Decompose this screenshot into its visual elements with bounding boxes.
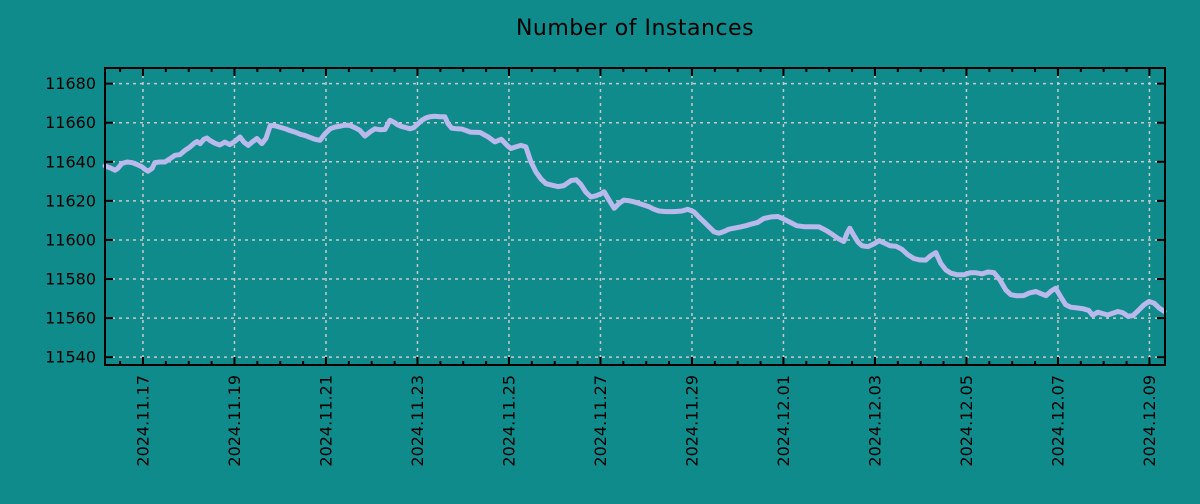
x-tick-label: 2024.11.21 — [316, 375, 335, 467]
x-axis-labels: 2024.11.17 2024.11.19 2024.11.21 2024.11.23… — [133, 375, 1158, 467]
x-tick-label: 2024.12.07 — [1048, 375, 1067, 467]
x-tick-label: 2024.12.09 — [1140, 375, 1159, 467]
y-tick-label: 11660 — [45, 113, 96, 132]
y-tick-label: 11560 — [45, 309, 96, 328]
y-tick-label: 11640 — [45, 152, 96, 171]
series-line-instances — [102, 113, 1167, 319]
x-tick-label: 2024.11.23 — [408, 375, 427, 467]
grid-lines — [105, 68, 1165, 365]
x-tick-label: 2024.12.05 — [957, 375, 976, 467]
y-tick-label: 11580 — [45, 270, 96, 289]
axis-frame — [104, 67, 1166, 366]
x-tick-label: 2024.12.01 — [774, 375, 793, 467]
x-tick-label: 2024.11.17 — [133, 375, 152, 467]
y-tick-label: 11600 — [45, 230, 96, 249]
x-tick-label: 2024.11.19 — [225, 375, 244, 467]
tick-marks — [105, 68, 1165, 365]
x-tick-label: 2024.12.03 — [865, 375, 884, 467]
y-tick-label: 11540 — [45, 348, 96, 367]
y-tick-label: 11620 — [45, 191, 96, 210]
x-tick-label: 2024.11.29 — [682, 375, 701, 467]
chart-title: Number of Instances — [515, 16, 755, 41]
y-axis-labels: 11540 11560 11580 11600 11620 11640 11660 11680 — [45, 74, 96, 367]
x-tick-label: 2024.11.25 — [499, 375, 518, 467]
y-tick-label: 11680 — [45, 74, 96, 93]
x-tick-label: 2024.11.27 — [591, 375, 610, 467]
